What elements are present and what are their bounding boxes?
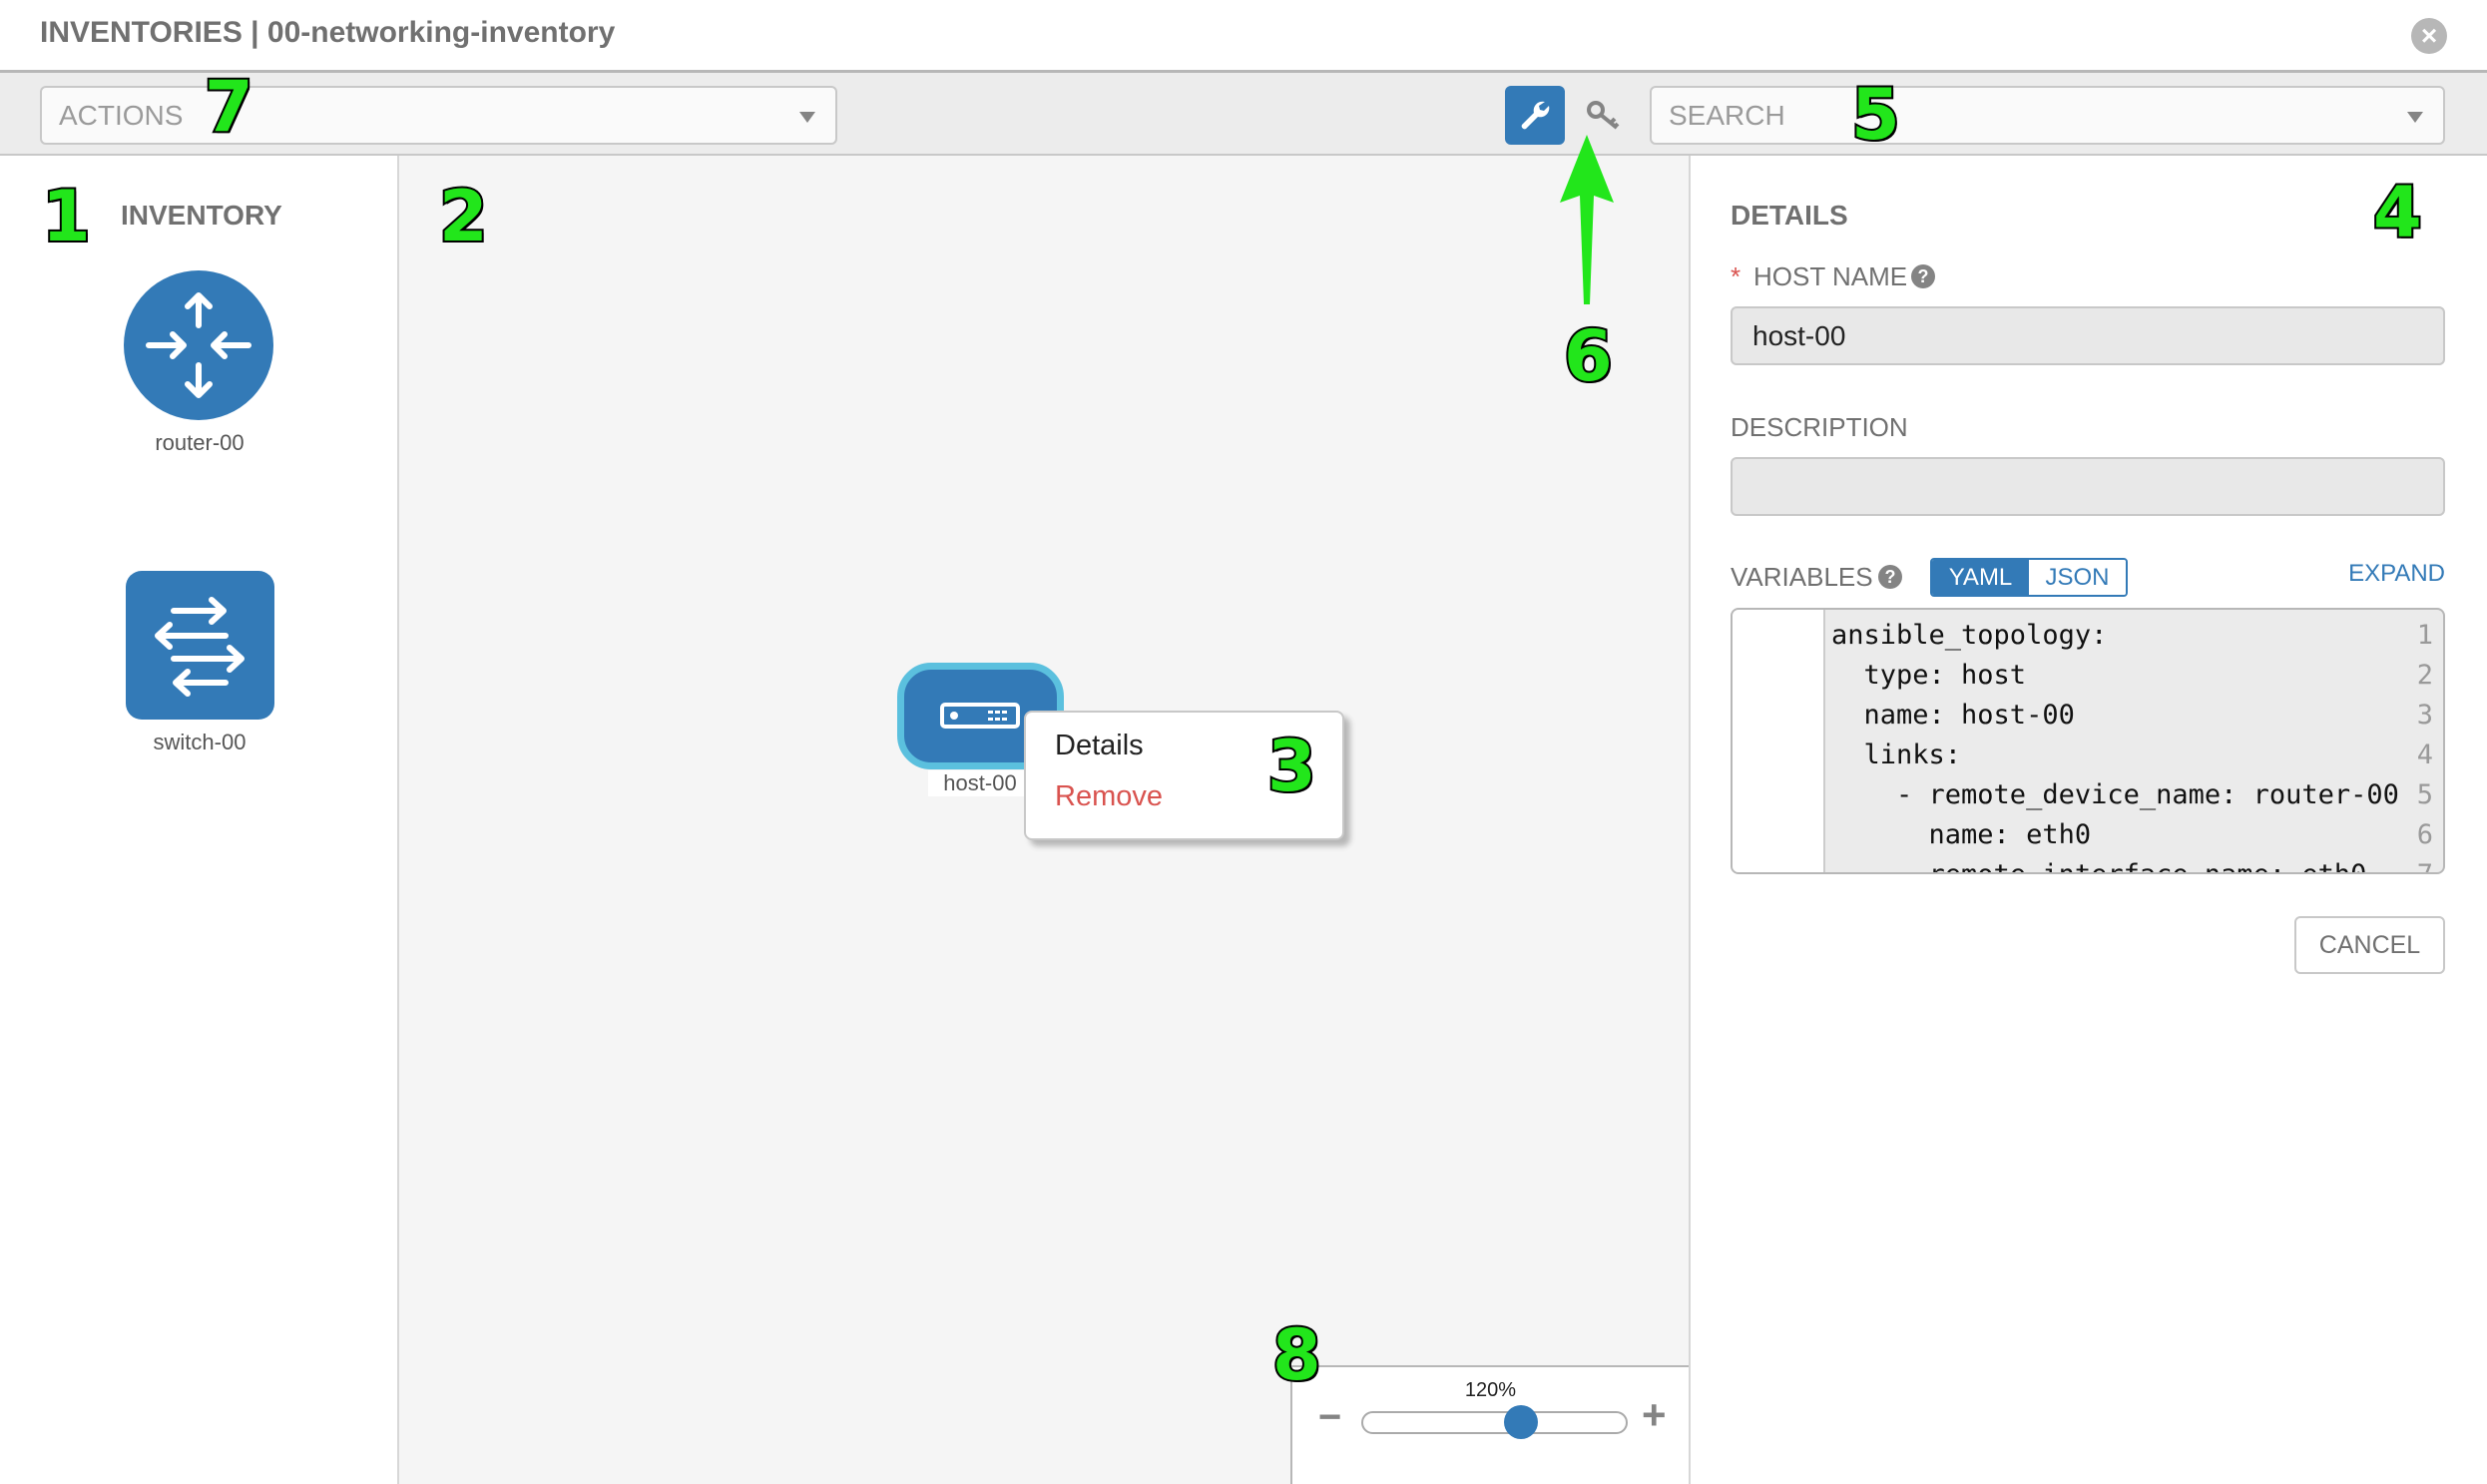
search-dropdown[interactable]: SEARCH <box>1650 86 2445 145</box>
help-icon[interactable]: ? <box>1878 565 1902 589</box>
host-name-input[interactable]: host-00 <box>1731 306 2445 365</box>
actions-label: ACTIONS <box>59 100 184 131</box>
code-line: name: host-00 <box>1831 700 2075 731</box>
annotation-2: 2 <box>437 176 490 257</box>
close-icon[interactable]: × <box>2411 18 2447 54</box>
router-label: router-00 <box>155 430 245 455</box>
annotation-arrow-icon <box>1560 135 1614 304</box>
switch-label: switch-00 <box>153 730 247 754</box>
menu-item-details[interactable]: Details <box>1055 730 1144 761</box>
wrench-icon <box>1521 101 1550 130</box>
cancel-button[interactable]: CANCEL <box>2294 916 2445 974</box>
annotation-8: 8 <box>1270 1314 1323 1396</box>
annotation-4: 4 <box>2371 172 2424 253</box>
help-icon[interactable]: ? <box>1911 264 1935 288</box>
switch-device[interactable] <box>126 571 274 720</box>
zoom-in-icon[interactable]: + <box>1642 1391 1667 1438</box>
line-number: 6 <box>2416 819 2433 850</box>
code-line: type: host <box>1831 660 2027 691</box>
wrench-mode-button[interactable] <box>1505 86 1565 145</box>
description-input[interactable] <box>1731 457 2445 516</box>
code-line: ansible_topology: <box>1831 620 2108 651</box>
chevron-down-icon <box>2407 112 2423 123</box>
required-mark: * <box>1731 261 1741 291</box>
menu-item-remove[interactable]: Remove <box>1055 780 1163 812</box>
annotation-5: 5 <box>1849 74 1902 156</box>
line-number: 4 <box>2416 740 2433 770</box>
format-toggle: YAML JSON <box>1930 558 2128 597</box>
line-number: 2 <box>2416 660 2433 691</box>
chevron-down-icon <box>799 112 815 123</box>
context-menu: Details Remove <box>1024 711 1344 840</box>
zoom-percent: 120% <box>1464 1379 1517 1401</box>
zoom-control: 120% − + <box>1290 1365 1689 1484</box>
code-line: remote_interface_name: eth0 <box>1831 859 2367 872</box>
host-label: host-00 <box>928 770 1032 796</box>
zoom-slider-track[interactable] <box>1361 1411 1628 1434</box>
annotation-3: 3 <box>1265 726 1318 807</box>
annotation-6: 6 <box>1562 315 1615 397</box>
line-number: 5 <box>2416 779 2433 810</box>
yaml-toggle[interactable]: YAML <box>1932 560 2029 595</box>
line-number: 7 <box>2373 859 2433 872</box>
server-icon <box>940 703 1020 729</box>
variables-label: VARIABLES <box>1731 562 1873 592</box>
expand-link[interactable]: EXPAND <box>2348 560 2445 587</box>
line-number: 3 <box>2416 700 2433 731</box>
code-line: links: <box>1831 740 1962 770</box>
key-icon[interactable] <box>1586 99 1622 133</box>
annotation-7: 7 <box>203 66 255 148</box>
line-number-gutter <box>1733 610 1825 872</box>
details-heading: DETAILS <box>1731 200 1848 231</box>
host-name-label: HOST NAME <box>1753 261 1908 291</box>
line-number: 1 <box>2416 620 2433 651</box>
switch-icon <box>155 597 245 697</box>
code-line: - remote_device_name: router-00 <box>1831 779 2399 810</box>
zoom-slider-thumb[interactable] <box>1504 1405 1539 1439</box>
description-label: DESCRIPTION <box>1731 412 1908 442</box>
page-title: INVENTORIES | 00-networking-inventory <box>40 16 616 49</box>
inventory-heading: INVENTORY <box>121 200 282 231</box>
code-line: name: eth0 <box>1831 819 2092 850</box>
actions-dropdown[interactable]: ACTIONS <box>40 86 837 145</box>
json-toggle[interactable]: JSON <box>2029 560 2126 595</box>
zoom-out-icon[interactable]: − <box>1318 1395 1342 1439</box>
annotation-1: 1 <box>40 176 93 257</box>
variables-editor[interactable]: 1 ansible_topology: 2 type: host 3 name: ho… <box>1731 608 2445 874</box>
router-device[interactable] <box>124 270 273 420</box>
router-icon <box>146 292 251 398</box>
title-bar: INVENTORIES | 00-networking-inventory × <box>0 0 2487 73</box>
search-label: SEARCH <box>1669 100 1785 131</box>
